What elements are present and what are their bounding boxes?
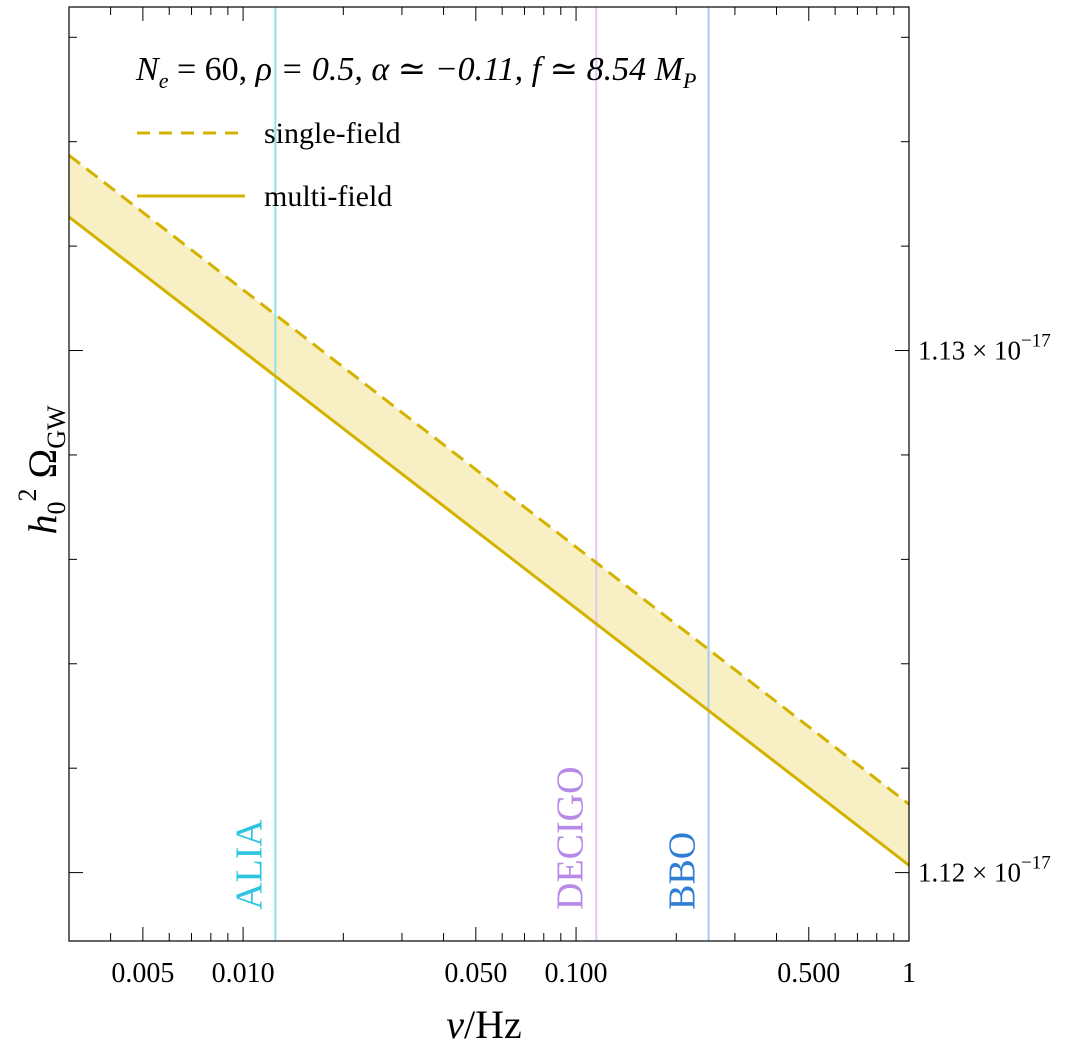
detector-lines: ALIA DECIGO BBO	[228, 7, 710, 941]
detector-label-alia: ALIA	[228, 819, 270, 910]
band-fill	[69, 155, 909, 866]
legend: single-field multi-field	[137, 117, 401, 213]
detector-label-bbo: BBO	[662, 832, 704, 910]
x-tick-label: 0.050	[444, 958, 507, 989]
legend-label-single-field: single-field	[264, 117, 401, 150]
x-tick-label: 1	[902, 958, 916, 989]
plot-area	[69, 155, 909, 866]
tick-labels: 0.005 0.010 0.050 0.100 0.500 1 1.13 × 10−17 1.…	[111, 331, 1050, 989]
axis-ticks	[68, 7, 910, 941]
detector-label-decigo: DECIGO	[549, 766, 591, 910]
x-tick-label: 0.500	[777, 958, 840, 989]
series-line-single-field	[68, 154, 910, 806]
y-tick-label: 1.13 × 10−17	[918, 331, 1051, 366]
series-group	[68, 154, 910, 867]
x-axis-label: ν/Hz	[446, 1002, 522, 1046]
annotation: Ne = 60, ρ = 0.5, α ≃ −0.11, f ≃ 8.54 MP	[135, 51, 696, 93]
plot-frame	[68, 6, 910, 942]
x-tick-label: 0.010	[212, 958, 275, 989]
x-tick-label: 0.100	[545, 958, 608, 989]
y-axis-label: h02ΩGW	[13, 405, 71, 535]
x-tick-label: 0.005	[111, 958, 174, 989]
legend-label-multi-field: multi-field	[264, 180, 392, 213]
x-axis-unit: /Hz	[464, 1002, 522, 1046]
y-tick-label: 1.12 × 10−17	[918, 853, 1051, 888]
series-line-multi-field	[68, 215, 910, 867]
